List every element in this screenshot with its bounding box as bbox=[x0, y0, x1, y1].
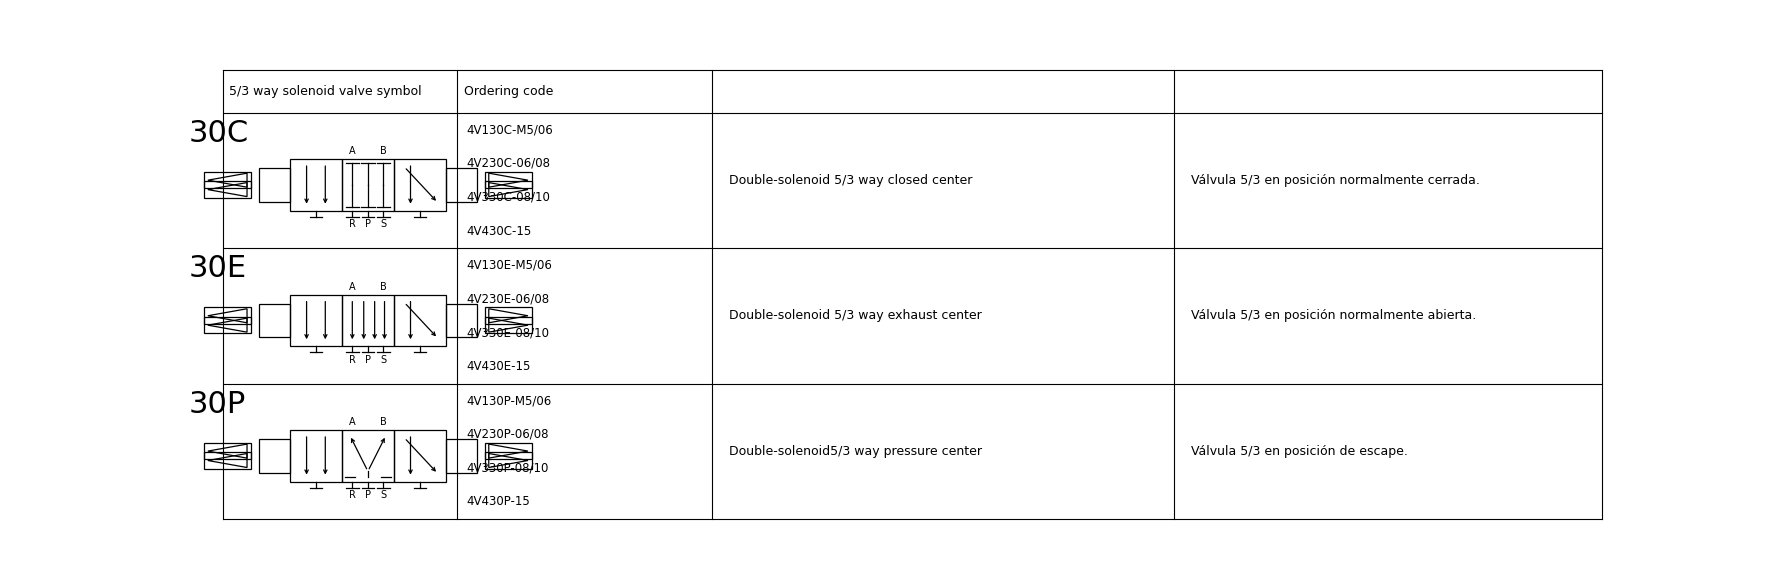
Text: S: S bbox=[381, 354, 386, 364]
Bar bbox=[445, 304, 477, 337]
Bar bbox=[393, 294, 445, 346]
Text: P: P bbox=[365, 219, 370, 229]
Text: A: A bbox=[349, 417, 356, 427]
Text: R: R bbox=[349, 490, 356, 500]
Bar bbox=[484, 172, 532, 188]
Text: 4V430E-15: 4V430E-15 bbox=[466, 360, 530, 373]
Text: Double-solenoid 5/3 way exhaust center: Double-solenoid 5/3 way exhaust center bbox=[728, 310, 981, 322]
Text: 4V230E-06/08: 4V230E-06/08 bbox=[466, 293, 550, 305]
Text: R: R bbox=[349, 354, 356, 364]
Bar bbox=[484, 307, 532, 324]
Text: P: P bbox=[365, 490, 370, 500]
Text: 4V230P-06/08: 4V230P-06/08 bbox=[466, 428, 550, 441]
Bar bbox=[342, 159, 393, 210]
Text: Double-solenoid 5/3 way closed center: Double-solenoid 5/3 way closed center bbox=[728, 174, 972, 187]
Bar bbox=[258, 304, 290, 337]
Text: Válvula 5/3 en posición normalmente abierta.: Válvula 5/3 en posición normalmente abie… bbox=[1191, 310, 1476, 322]
Bar bbox=[258, 439, 290, 473]
Bar bbox=[445, 168, 477, 202]
Text: A: A bbox=[349, 146, 356, 156]
Bar bbox=[205, 443, 251, 459]
Text: B: B bbox=[381, 146, 386, 156]
Text: 4V430P-15: 4V430P-15 bbox=[466, 496, 530, 508]
Bar bbox=[290, 430, 342, 482]
Text: 4V230C-06/08: 4V230C-06/08 bbox=[466, 157, 550, 170]
Text: R: R bbox=[349, 219, 356, 229]
Text: Válvula 5/3 en posición normalmente cerrada.: Válvula 5/3 en posición normalmente cerr… bbox=[1191, 174, 1479, 187]
Bar bbox=[445, 439, 477, 473]
Bar bbox=[205, 172, 251, 188]
Text: S: S bbox=[381, 490, 386, 500]
Bar bbox=[342, 430, 393, 482]
Bar bbox=[258, 168, 290, 202]
Bar bbox=[393, 159, 445, 210]
Text: 30C: 30C bbox=[189, 119, 249, 147]
Bar bbox=[205, 317, 251, 333]
Bar bbox=[484, 443, 532, 459]
Bar bbox=[205, 307, 251, 324]
Bar bbox=[484, 452, 532, 469]
Text: 30P: 30P bbox=[189, 389, 246, 419]
Text: 4V330E-08/10: 4V330E-08/10 bbox=[466, 326, 550, 339]
Bar bbox=[393, 430, 445, 482]
Text: 4V130C-M5/06: 4V130C-M5/06 bbox=[466, 123, 554, 136]
Bar bbox=[205, 181, 251, 198]
Text: 4V430C-15: 4V430C-15 bbox=[466, 224, 532, 238]
Text: 4V130E-M5/06: 4V130E-M5/06 bbox=[466, 259, 552, 272]
Bar bbox=[484, 317, 532, 333]
Text: 4V130P-M5/06: 4V130P-M5/06 bbox=[466, 394, 552, 407]
Text: Válvula 5/3 en posición de escape.: Válvula 5/3 en posición de escape. bbox=[1191, 445, 1408, 458]
Text: A: A bbox=[349, 282, 356, 292]
Bar bbox=[342, 294, 393, 346]
Text: 4V330C-08/10: 4V330C-08/10 bbox=[466, 191, 550, 204]
Text: Double-solenoid5/3 way pressure center: Double-solenoid5/3 way pressure center bbox=[728, 445, 983, 458]
Text: S: S bbox=[381, 219, 386, 229]
Text: B: B bbox=[381, 417, 386, 427]
Text: B: B bbox=[381, 282, 386, 292]
Bar bbox=[484, 181, 532, 198]
Bar bbox=[205, 452, 251, 469]
Bar bbox=[290, 294, 342, 346]
Text: 5/3 way solenoid valve symbol: 5/3 way solenoid valve symbol bbox=[230, 85, 422, 98]
Text: 30E: 30E bbox=[189, 254, 246, 283]
Text: 4V330P-08/10: 4V330P-08/10 bbox=[466, 462, 548, 475]
Text: Ordering code: Ordering code bbox=[465, 85, 554, 98]
Text: P: P bbox=[365, 354, 370, 364]
Bar bbox=[290, 159, 342, 210]
